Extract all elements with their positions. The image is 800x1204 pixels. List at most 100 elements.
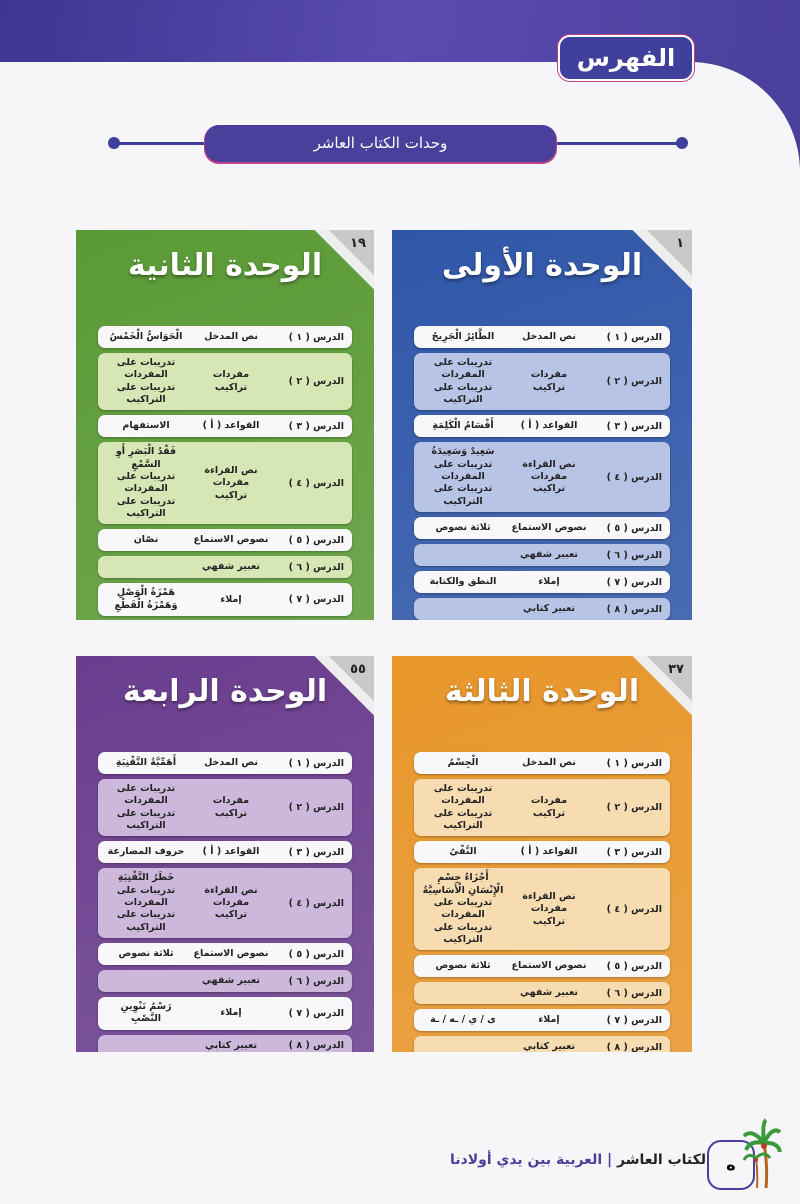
- lesson-number: الدرس ( ٢ ): [288, 802, 344, 814]
- lesson-content-line: ثلاثة نصوص: [118, 947, 174, 959]
- lesson-type: نصوص الاستماع: [504, 960, 594, 972]
- lesson-list: الدرس ( ١ ) نص المدخل الْجِسْمُ الدرس ( ٢ )…: [414, 752, 670, 1052]
- lesson-row[interactable]: الدرس ( ٨ ) تعبير كتابي: [414, 1036, 670, 1052]
- lesson-type-line: نصوص الاستماع: [511, 960, 587, 972]
- lesson-row[interactable]: الدرس ( ٥ ) نصوص الاستماع ثلاثة نصوص: [414, 517, 670, 540]
- lesson-type: نص المدخل: [186, 331, 276, 343]
- unit-title: الوحدة الثالثة: [444, 674, 640, 709]
- lesson-type: إملاء: [504, 576, 594, 588]
- lesson-type-line: تعبير كتابي: [522, 1041, 576, 1052]
- section-subtitle: وحدات الكتاب العاشر: [205, 125, 556, 162]
- lesson-type-line: مفردات: [530, 795, 568, 807]
- lesson-type: القواعد ( أ ): [504, 420, 594, 432]
- lesson-number: الدرس ( ٣ ): [606, 420, 662, 432]
- footer-series: العربية بين يدي أولادنا: [450, 1152, 603, 1168]
- lesson-type: مفردات تراكيب: [504, 369, 594, 394]
- lesson-content-line: تدريبات على التراكيب: [433, 483, 493, 507]
- lesson-content: نصّان: [106, 534, 186, 546]
- divider-dot-left: [108, 137, 120, 149]
- lesson-row[interactable]: الدرس ( ١ ) نص المدخل الطَّائِرُ الْجَرِيح…: [414, 326, 670, 348]
- lesson-row[interactable]: الدرس ( ٣ ) القواعد ( أ ) النَّفْيُ: [414, 841, 670, 864]
- lesson-content-line: أَقْسَامُ الْكَلِمَةِ: [432, 420, 494, 432]
- lesson-content: خَطَرُ التَّقْنِيَةِ تدريبات على المفردات…: [106, 872, 186, 934]
- footer-separator: |: [607, 1152, 613, 1168]
- lesson-type-line: مفردات: [212, 897, 250, 909]
- lesson-type-line: القواعد ( أ ): [520, 420, 578, 432]
- lesson-list: الدرس ( ١ ) نص المدخل الطَّائِرُ الْجَرِيح…: [414, 326, 670, 620]
- lesson-type-line: القواعد ( أ ): [520, 846, 578, 858]
- lesson-content-line: الْحَوَاسُّ الْخَمْسُ: [109, 330, 183, 342]
- unit-page-number: ١: [676, 236, 684, 251]
- lesson-content: تدريبات على المفردات تدريبات على التراكيب: [106, 357, 186, 406]
- lesson-row[interactable]: الدرس ( ١ ) نص المدخل أَهَمِّيَّةُ التَّقْ…: [98, 752, 352, 774]
- lesson-row[interactable]: الدرس ( ٢ ) مفردات تراكيب تدريبات على المفر…: [98, 779, 352, 837]
- lesson-type-line: تعبير شفهي: [520, 548, 578, 560]
- lesson-type: تعبير شفهي: [186, 975, 276, 987]
- lesson-row[interactable]: الدرس ( ٣ ) القواعد ( أ ) حروف المضارعة: [98, 841, 352, 864]
- lesson-row[interactable]: الدرس ( ٧ ) إملاء هَمْزَةُ الْوَصْلِ وَهَم…: [98, 583, 352, 617]
- divider-right: [555, 142, 680, 145]
- lesson-row[interactable]: الدرس ( ٦ ) تعبير شفهي: [98, 970, 352, 993]
- lesson-row[interactable]: الدرس ( ٦ ) تعبير شفهي: [98, 556, 352, 579]
- lesson-row[interactable]: الدرس ( ٥ ) نصوص الاستماع ثلاثة نصوص: [414, 955, 670, 978]
- page-title: الفهرس: [558, 35, 694, 81]
- lesson-type: نصوص الاستماع: [186, 948, 276, 960]
- lesson-content-line: تدريبات على المفردات: [116, 471, 176, 495]
- lesson-type: نص المدخل: [186, 757, 276, 769]
- lesson-type-line: نص المدخل: [522, 756, 576, 768]
- lesson-row[interactable]: الدرس ( ٢ ) مفردات تراكيب تدريبات على المفر…: [98, 353, 352, 411]
- lesson-type: تعبير كتابي: [186, 1040, 276, 1052]
- lesson-type: تعبير كتابي: [504, 1041, 594, 1052]
- lesson-row[interactable]: الدرس ( ٨ ) تعبير كتابي: [98, 1034, 352, 1052]
- lesson-row[interactable]: الدرس ( ٤ ) نص القراءة مفردات تراكيب فَقْدُ …: [98, 442, 352, 525]
- lesson-row[interactable]: الدرس ( ٦ ) تعبير شفهي: [414, 544, 670, 567]
- lesson-row[interactable]: الدرس ( ١ ) نص المدخل الْحَوَاسُّ الْخَمْس…: [98, 326, 352, 348]
- lesson-type: مفردات تراكيب: [504, 795, 594, 820]
- lesson-type-line: تراكيب: [532, 915, 566, 927]
- lesson-number: الدرس ( ٥ ): [288, 534, 344, 546]
- lesson-number: الدرس ( ٣ ): [288, 846, 344, 858]
- lesson-row[interactable]: الدرس ( ٨ ) تعبير كتابي: [414, 598, 670, 620]
- lesson-type-line: نصوص الاستماع: [511, 521, 587, 533]
- lesson-row[interactable]: الدرس ( ٧ ) إملاء رَسْمُ تَنْوِينِ النَّصْ…: [98, 997, 352, 1030]
- lesson-type-line: تعبير كتابي: [204, 1039, 258, 1051]
- lesson-row[interactable]: الدرس ( ٥ ) نصوص الاستماع نصّان: [98, 529, 352, 552]
- lesson-number: الدرس ( ٢ ): [606, 802, 662, 814]
- lesson-row[interactable]: الدرس ( ٤ ) نص القراءة مفردات تراكيب سَعِيدٌ…: [414, 442, 670, 513]
- lesson-row[interactable]: الدرس ( ٤ ) نص القراءة مفردات تراكيب أَجْزَا…: [414, 868, 670, 951]
- lesson-type-line: مفردات: [212, 369, 250, 381]
- lesson-content-line: ثلاثة نصوص: [435, 521, 491, 533]
- lesson-row[interactable]: الدرس ( ٢ ) مفردات تراكيب تدريبات على المفر…: [414, 353, 670, 411]
- lesson-row[interactable]: الدرس ( ٧ ) إملاء ى / ي / ـه / ـة: [414, 1009, 670, 1032]
- lesson-type-line: نصوص الاستماع: [193, 534, 269, 546]
- lesson-content-line: فَقْدُ الْبَصَرِ أَوِ السَّمْعِ: [115, 446, 177, 470]
- lesson-row[interactable]: الدرس ( ١ ) نص المدخل الْجِسْمُ: [414, 752, 670, 774]
- lesson-type-line: تراكيب: [214, 489, 248, 501]
- lesson-content-line: أَجْزَاءُ جِسْمِ الْإِنْسَانِ الْأَسَاسِ…: [422, 872, 504, 896]
- lesson-content-line: الْجِسْمُ: [447, 756, 479, 768]
- lesson-number: الدرس ( ٧ ): [288, 594, 344, 606]
- lesson-type-line: تعبير كتابي: [522, 602, 576, 614]
- unit-card-1: ١ الوحدة الأولى الدرس ( ١ ) نص المدخل الطَّا…: [392, 230, 692, 620]
- lesson-content: ثلاثة نصوص: [422, 960, 504, 972]
- lesson-content-line: تدريبات على المفردات: [433, 897, 493, 921]
- lesson-row[interactable]: الدرس ( ٤ ) نص القراءة مفردات تراكيب خَطَرُ …: [98, 868, 352, 939]
- divider-dot-right: [676, 137, 688, 149]
- lesson-content: أَهَمِّيَّةُ التَّقْنِيَةِ: [106, 757, 186, 769]
- lesson-content-line: تدريبات على التراكيب: [116, 495, 176, 520]
- lesson-list: الدرس ( ١ ) نص المدخل أَهَمِّيَّةُ التَّقْ…: [98, 752, 352, 1052]
- lesson-content-line: رَسْمُ تَنْوِينِ النَّصْبِ: [120, 1001, 172, 1025]
- lesson-row[interactable]: الدرس ( ٣ ) القواعد ( أ ) أَقْسَامُ الْكَل…: [414, 415, 670, 438]
- lesson-type: إملاء: [186, 594, 276, 606]
- lesson-content-line: ى / ي / ـه / ـة: [430, 1014, 496, 1026]
- lesson-content: أَقْسَامُ الْكَلِمَةِ: [422, 420, 504, 432]
- lesson-row[interactable]: الدرس ( ٣ ) القواعد ( أ ) الاستفهام: [98, 415, 352, 438]
- lesson-type-line: إملاء: [538, 575, 560, 587]
- lesson-row[interactable]: الدرس ( ٧ ) إملاء النطق والكتابة: [414, 571, 670, 594]
- lesson-number: الدرس ( ٥ ): [606, 960, 662, 972]
- lesson-row[interactable]: الدرس ( ٦ ) تعبير شفهي: [414, 982, 670, 1005]
- lesson-row[interactable]: الدرس ( ٥ ) نصوص الاستماع ثلاثة نصوص: [98, 943, 352, 966]
- lesson-content-line: تدريبات على المفردات: [116, 884, 176, 909]
- lesson-row[interactable]: الدرس ( ٢ ) مفردات تراكيب تدريبات على المفر…: [414, 779, 670, 837]
- lesson-type-line: تراكيب: [214, 807, 248, 819]
